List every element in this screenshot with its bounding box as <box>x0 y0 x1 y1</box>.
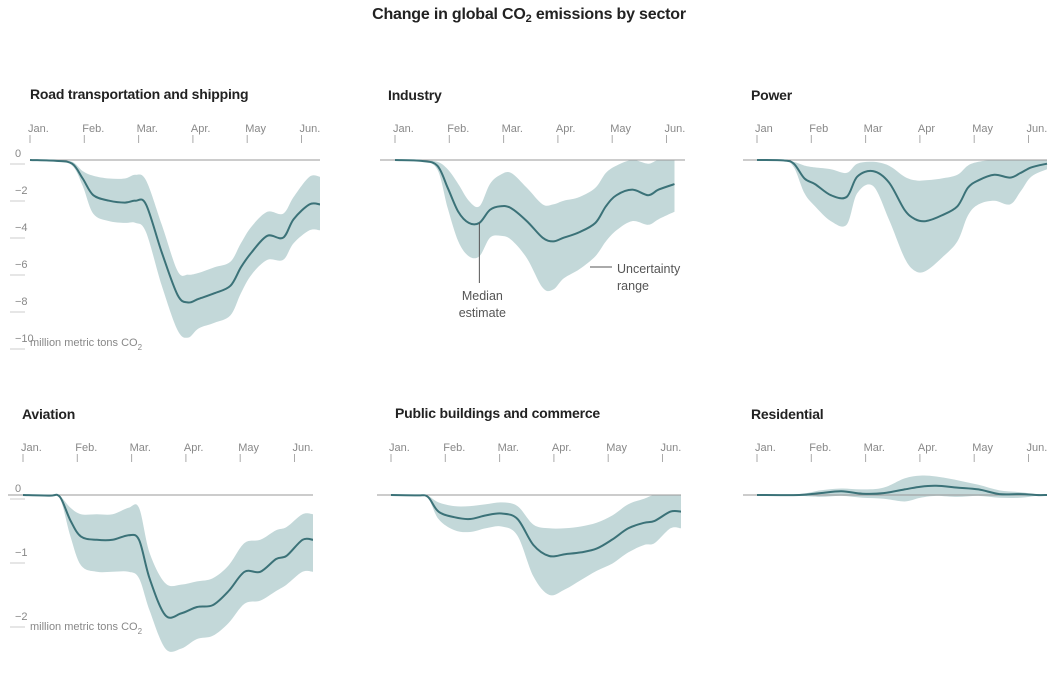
month-label: Mar. <box>502 123 523 135</box>
month-label: Apr. <box>552 442 572 454</box>
main-title-subscript: 2 <box>525 13 532 25</box>
chart-main-title: Change in global CO2 emissions by sector <box>0 6 1058 25</box>
month-label: Jun. <box>293 442 314 454</box>
panel-5: Jan. Feb. Mar. Apr. May Jun. <box>743 442 1047 502</box>
month-label: Feb. <box>809 442 831 454</box>
month-label: Apr. <box>918 442 938 454</box>
month-label: May <box>972 442 993 454</box>
month-label: Mar. <box>137 123 158 135</box>
month-label: Jan <box>755 123 773 135</box>
panel-4: Jan. Feb. Mar. Apr. May Jun. <box>377 442 682 596</box>
month-label: Apr <box>918 123 935 135</box>
range-annotation-line1: Uncertainty <box>617 262 681 276</box>
y-tick-label: 0 <box>15 148 21 160</box>
month-label: May <box>972 123 993 135</box>
panel-title-aviation: Aviation <box>22 406 76 422</box>
month-label: Jun. <box>665 123 686 135</box>
uncertainty-band <box>391 494 681 596</box>
y-unit-subscript: 2 <box>138 343 143 352</box>
month-label: Mar. <box>130 442 151 454</box>
month-label: Feb. <box>75 442 97 454</box>
uncertainty-band <box>757 159 1047 273</box>
range-annotation-line2: range <box>617 279 649 293</box>
median-line <box>22 493 314 619</box>
month-label: Jun. <box>300 123 321 135</box>
median-line <box>756 159 1048 223</box>
panel-2: Jan Feb Mar Apr May Jun. <box>743 123 1047 273</box>
panel-title-power: Power <box>751 87 793 103</box>
main-title-text: Change in global CO <box>372 6 526 23</box>
month-label: May <box>245 123 266 135</box>
month-label: Jun. <box>661 442 682 454</box>
y-unit-subscript: 2 <box>138 627 143 636</box>
month-label: Feb <box>809 123 828 135</box>
median-line <box>390 494 682 558</box>
panel-title-residential: Residential <box>751 406 824 422</box>
month-label: Jun. <box>1027 442 1048 454</box>
uncertainty-band <box>30 160 320 338</box>
y-tick-label: −10 <box>15 333 34 345</box>
month-label: Feb. <box>82 123 104 135</box>
panel-title-road: Road transportation and shipping <box>30 86 249 102</box>
uncertainty-band <box>757 475 1047 502</box>
month-label: Jan. <box>21 442 42 454</box>
median-line <box>394 159 675 243</box>
y-tick-label: −2 <box>15 611 28 623</box>
month-label: May <box>606 442 627 454</box>
y-unit-label: million metric tons CO2 <box>30 621 143 636</box>
median-annotation-line2: estimate <box>459 306 506 320</box>
month-label: Feb. <box>447 123 469 135</box>
y-tick-label: −4 <box>15 222 28 234</box>
y-unit-label: million metric tons CO2 <box>30 337 143 352</box>
y-tick-label: −2 <box>15 185 28 197</box>
median-line <box>29 159 321 304</box>
panel-0: Jan. Feb. Mar. Apr. May Jun. 0 −2 −4 −6 −8 −10 mill… <box>10 123 320 352</box>
month-label: Apr. <box>191 123 211 135</box>
panel-title-public-buildings: Public buildings and commerce <box>395 405 601 421</box>
y-tick-label: −6 <box>15 259 28 271</box>
month-label: May <box>610 123 631 135</box>
month-label: Feb. <box>443 442 465 454</box>
month-label: Apr. <box>556 123 576 135</box>
y-tick-label: 0 <box>15 483 21 495</box>
month-label: Jan. <box>755 442 776 454</box>
median-annotation-line1: Median <box>462 289 503 303</box>
uncertainty-band <box>23 494 313 652</box>
panel-3: Jan. Feb. Mar. Apr. May Jun. 0 −1 −2 million met… <box>8 442 313 652</box>
uncertainty-band <box>395 159 675 292</box>
month-label: Mar <box>864 123 883 135</box>
month-label: Apr. <box>184 442 204 454</box>
month-label: Jan. <box>393 123 414 135</box>
month-label: May <box>238 442 259 454</box>
month-label: Mar. <box>498 442 519 454</box>
month-label: Mar. <box>864 442 885 454</box>
month-label: Jan. <box>28 123 49 135</box>
main-title-tail: emissions by sector <box>531 6 686 23</box>
y-tick-label: −1 <box>15 547 28 559</box>
median-line <box>756 484 1048 497</box>
month-label: Jun. <box>1027 123 1048 135</box>
month-label: Jan. <box>389 442 410 454</box>
y-tick-label: −8 <box>15 296 28 308</box>
panel-title-industry: Industry <box>388 87 442 103</box>
panel-1: Jan. Feb. Mar. Apr. May Jun. Median estimate Unc… <box>380 123 685 320</box>
